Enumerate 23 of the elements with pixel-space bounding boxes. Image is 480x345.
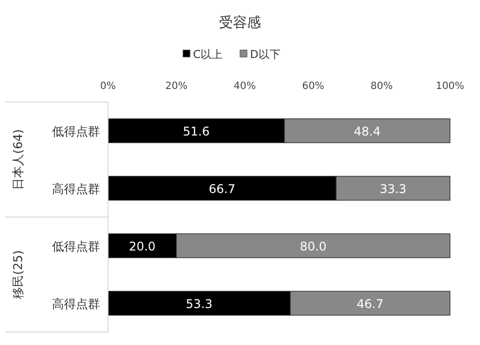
- y-tick-label: 低得点群: [52, 124, 100, 138]
- data-label: 48.4: [354, 124, 381, 138]
- y-tick-label: 高得点群: [52, 296, 100, 311]
- data-label: 51.6: [182, 124, 210, 138]
- x-tick-label: 20%: [165, 81, 188, 92]
- data-label: 53.3: [186, 296, 212, 311]
- legend-label: C以上: [193, 48, 223, 61]
- data-label: 33.3: [380, 182, 406, 196]
- y-tick-label: 低得点群: [52, 239, 100, 254]
- data-label: 20.0: [128, 239, 156, 254]
- x-tick-label: 60%: [302, 81, 324, 92]
- y-tick-label: 高得点群: [52, 182, 100, 196]
- x-tick-label: 100%: [436, 81, 464, 92]
- data-label: 80.0: [300, 239, 327, 254]
- x-tick-label: 80%: [370, 81, 393, 92]
- chart-title: 受容感: [219, 15, 261, 31]
- text: 移民(25): [11, 250, 25, 299]
- text: 日本人(64): [11, 129, 25, 190]
- legend-label: D以下: [250, 48, 280, 61]
- data-label: 46.7: [356, 296, 384, 311]
- data-label: 66.7: [208, 182, 236, 196]
- x-tick-label: 40%: [234, 81, 256, 92]
- x-tick-label: 0%: [100, 81, 116, 92]
